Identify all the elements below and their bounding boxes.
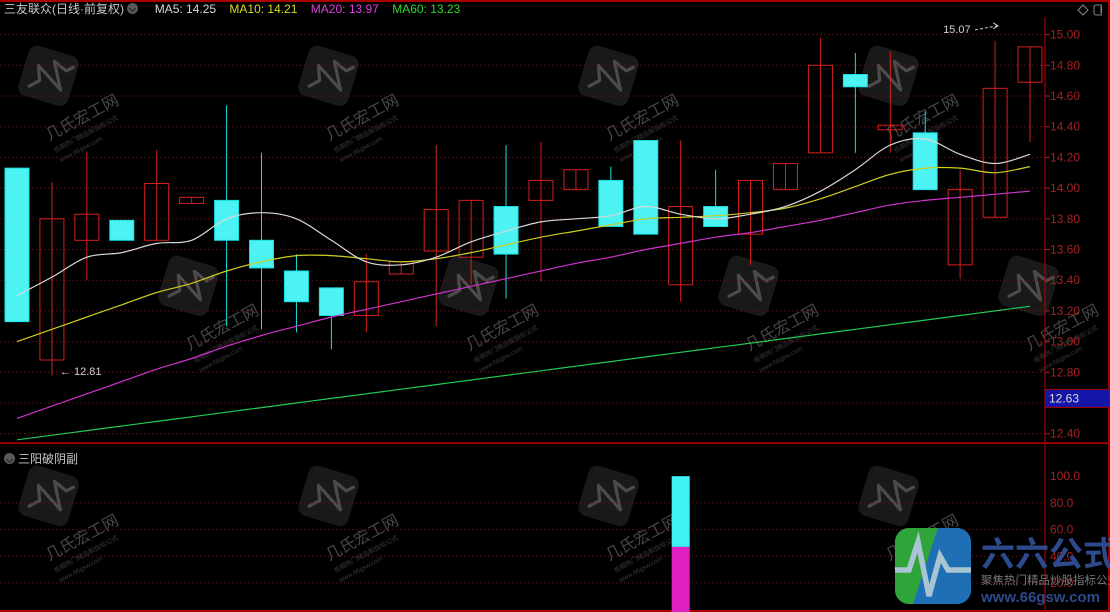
svg-text:六六公式网: 六六公式网 [981, 536, 1110, 574]
svg-text:80.0: 80.0 [1050, 496, 1074, 510]
svg-text:聚焦热门精品炒股指标公式: 聚焦热门精品炒股指标公式 [981, 573, 1110, 587]
svg-text:12.63: 12.63 [1049, 391, 1079, 405]
svg-text:100.0: 100.0 [1050, 469, 1080, 483]
svg-text:www.66gsw.com: www.66gsw.com [980, 589, 1100, 606]
svg-text:15.07: 15.07 [943, 24, 971, 36]
svg-text:← 12.81: ← 12.81 [60, 366, 102, 378]
